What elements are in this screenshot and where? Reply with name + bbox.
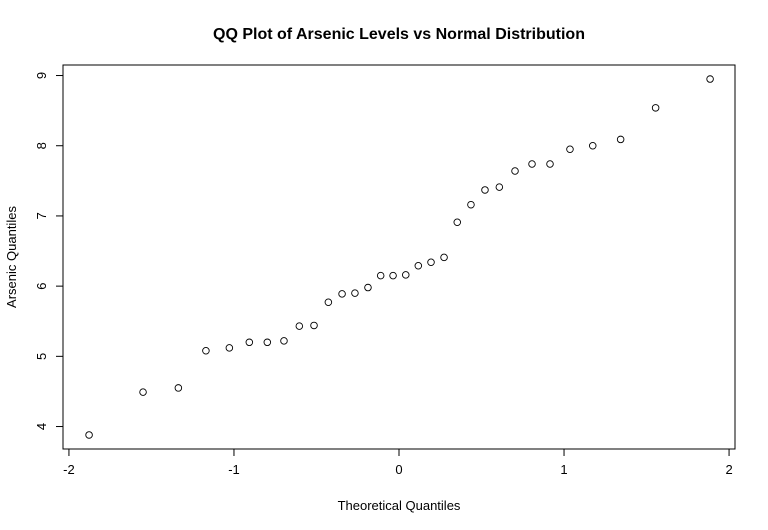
data-point bbox=[389, 271, 397, 280]
data-point bbox=[376, 271, 385, 280]
data-point bbox=[402, 271, 410, 279]
data-point bbox=[546, 160, 554, 168]
y-tick-label: 8 bbox=[34, 142, 49, 149]
y-tick-label: 9 bbox=[34, 72, 49, 79]
y-tick-label: 7 bbox=[34, 212, 49, 219]
data-point bbox=[245, 338, 254, 347]
data-point bbox=[616, 135, 625, 144]
data-points bbox=[85, 75, 714, 439]
x-tick-label: 0 bbox=[395, 462, 402, 477]
data-point bbox=[85, 431, 93, 439]
x-axis: -2 -1 0 1 2 bbox=[63, 448, 733, 477]
data-point bbox=[566, 145, 574, 153]
data-point bbox=[338, 290, 346, 298]
data-point bbox=[295, 322, 304, 330]
y-axis: 4 5 6 7 8 9 bbox=[34, 72, 64, 430]
data-point bbox=[651, 104, 660, 112]
data-point bbox=[351, 289, 359, 297]
x-tick-label: -2 bbox=[63, 462, 75, 477]
data-point bbox=[280, 337, 288, 345]
data-point bbox=[481, 186, 489, 194]
data-point bbox=[263, 338, 272, 347]
data-point bbox=[706, 75, 714, 83]
x-axis-label: Theoretical Quantiles bbox=[338, 498, 461, 513]
x-tick-label: 2 bbox=[725, 462, 732, 477]
data-point bbox=[310, 321, 318, 330]
data-point bbox=[225, 344, 234, 352]
x-tick-label: -1 bbox=[228, 462, 240, 477]
y-tick-label: 5 bbox=[34, 353, 49, 360]
data-point bbox=[202, 346, 210, 355]
data-point bbox=[414, 262, 423, 270]
data-point bbox=[427, 258, 435, 267]
data-point bbox=[139, 388, 147, 396]
y-tick-label: 6 bbox=[34, 283, 49, 290]
data-point bbox=[364, 283, 372, 292]
data-point bbox=[467, 200, 475, 209]
chart-title: QQ Plot of Arsenic Levels vs Normal Dist… bbox=[213, 26, 585, 43]
data-point bbox=[528, 160, 536, 168]
x-tick-label: 1 bbox=[560, 462, 567, 477]
data-point bbox=[440, 253, 448, 262]
y-axis-label: Arsenic Quantiles bbox=[4, 206, 19, 308]
data-point bbox=[588, 141, 597, 150]
y-tick-label: 4 bbox=[34, 423, 49, 430]
data-point bbox=[511, 167, 519, 175]
data-point bbox=[324, 298, 333, 307]
data-point bbox=[174, 384, 183, 392]
data-point bbox=[495, 183, 504, 191]
plot-box bbox=[62, 64, 736, 450]
data-point bbox=[453, 218, 462, 227]
